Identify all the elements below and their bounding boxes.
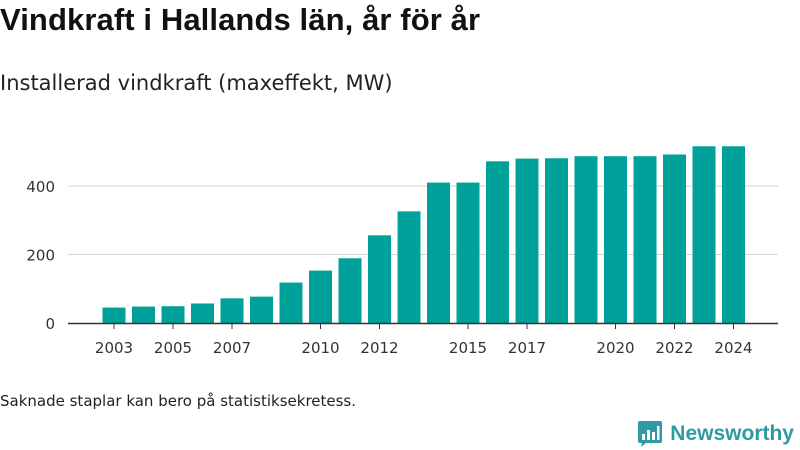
- bar-2011[interactable]: [338, 258, 362, 323]
- brand-name: Newsworthy: [670, 422, 794, 445]
- y-tick-label: 400: [26, 178, 55, 196]
- bar-2023[interactable]: [692, 146, 716, 323]
- bar-2022[interactable]: [663, 154, 686, 323]
- bar-2009[interactable]: [279, 282, 303, 323]
- bar-2008[interactable]: [250, 296, 273, 323]
- newsworthy-logo[interactable]: Newsworthy: [637, 420, 794, 448]
- bar-2013[interactable]: [397, 211, 421, 323]
- bar-2017[interactable]: [515, 158, 539, 323]
- bar-2024[interactable]: [722, 146, 745, 323]
- x-tick-label: 2010: [301, 339, 339, 357]
- bar-2005[interactable]: [161, 306, 185, 323]
- footnote: Saknade staplar kan bero på statistiksek…: [0, 392, 357, 410]
- bar-2003[interactable]: [102, 307, 126, 323]
- bar-2020[interactable]: [604, 156, 627, 323]
- bar-2012[interactable]: [368, 235, 391, 323]
- bar-chart: 0 200 400 2003 2005 2007 2010 2012 2015 2017 2020 2…: [26, 146, 778, 357]
- x-tick-label: 2007: [213, 339, 251, 357]
- x-tick-label: 2020: [596, 339, 634, 357]
- bar-2015[interactable]: [456, 182, 480, 323]
- bar-2014[interactable]: [427, 182, 450, 323]
- chart-title: Vindkraft i Hallands län, år för år: [0, 2, 481, 37]
- newsworthy-chart-icon: [638, 421, 663, 447]
- bar-2021[interactable]: [633, 156, 657, 323]
- x-tick-label: 2024: [714, 339, 752, 357]
- x-tick-label: 2005: [154, 339, 192, 357]
- x-tick-label: 2012: [360, 339, 398, 357]
- y-tick-label: 0: [45, 315, 55, 333]
- bar-2007[interactable]: [220, 298, 244, 323]
- bar-2016[interactable]: [486, 161, 509, 323]
- bar-2004[interactable]: [132, 306, 155, 323]
- y-tick-label: 200: [26, 247, 55, 265]
- x-tick-label: 2015: [449, 339, 487, 357]
- x-tick-label: 2022: [655, 339, 693, 357]
- x-tick-label: 2003: [95, 339, 133, 357]
- bar-2006[interactable]: [191, 303, 214, 323]
- bar-2010[interactable]: [309, 270, 332, 323]
- x-tick-label: 2017: [508, 339, 546, 357]
- bar-2018[interactable]: [545, 158, 568, 323]
- chart-subtitle: Installerad vindkraft (maxeffekt, MW): [0, 71, 393, 95]
- bar-2019[interactable]: [574, 156, 598, 323]
